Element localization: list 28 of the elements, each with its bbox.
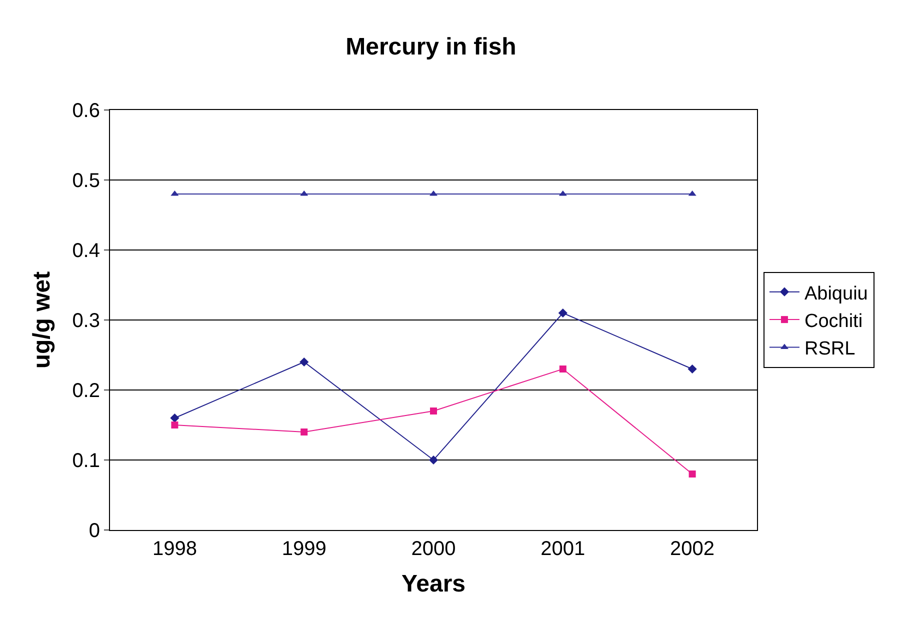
point [170, 413, 180, 423]
x-tick-label: 2001 [540, 538, 586, 560]
point [428, 455, 438, 465]
legend-label: Abiquiu [804, 283, 868, 304]
x-axis-title: Years [401, 570, 466, 598]
y-tick-label: 0.5 [72, 170, 100, 192]
point [558, 308, 568, 318]
legend-label: Cochiti [804, 310, 863, 332]
legend-label: RSRL [804, 338, 856, 360]
point [688, 470, 696, 478]
chart-title: Mercury in fish [346, 34, 516, 61]
point [171, 422, 178, 428]
x-tick-label: 2002 [670, 538, 715, 560]
x-tick-label: 1998 [152, 538, 197, 560]
x-tick-label: 2000 [411, 538, 456, 560]
y-tick-label: 0 [88, 520, 100, 542]
y-tick-label: 0.2 [72, 380, 100, 402]
y-tick-label: 0.1 [72, 450, 100, 472]
x-tick-label: 1999 [282, 538, 326, 560]
y-axis-title: ug/g wet [28, 271, 56, 369]
point [430, 408, 437, 414]
point [559, 366, 566, 372]
point [300, 428, 308, 436]
y-tick-label: 0.3 [72, 310, 100, 332]
point [688, 364, 697, 374]
y-tick-label: 0.6 [72, 100, 100, 122]
point [300, 357, 309, 367]
y-tick-label: 0.4 [72, 240, 100, 262]
